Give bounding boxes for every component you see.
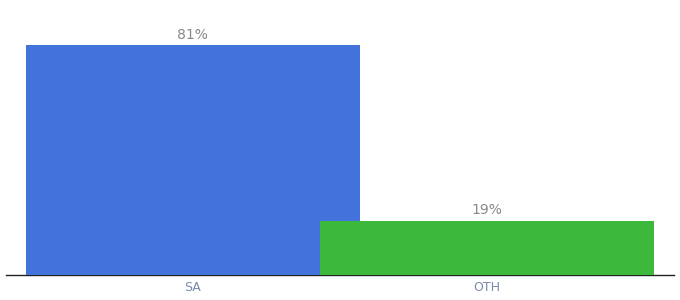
Text: 19%: 19% <box>472 203 503 217</box>
Bar <box>26 45 360 274</box>
Text: 81%: 81% <box>177 28 208 42</box>
Bar <box>320 221 654 274</box>
